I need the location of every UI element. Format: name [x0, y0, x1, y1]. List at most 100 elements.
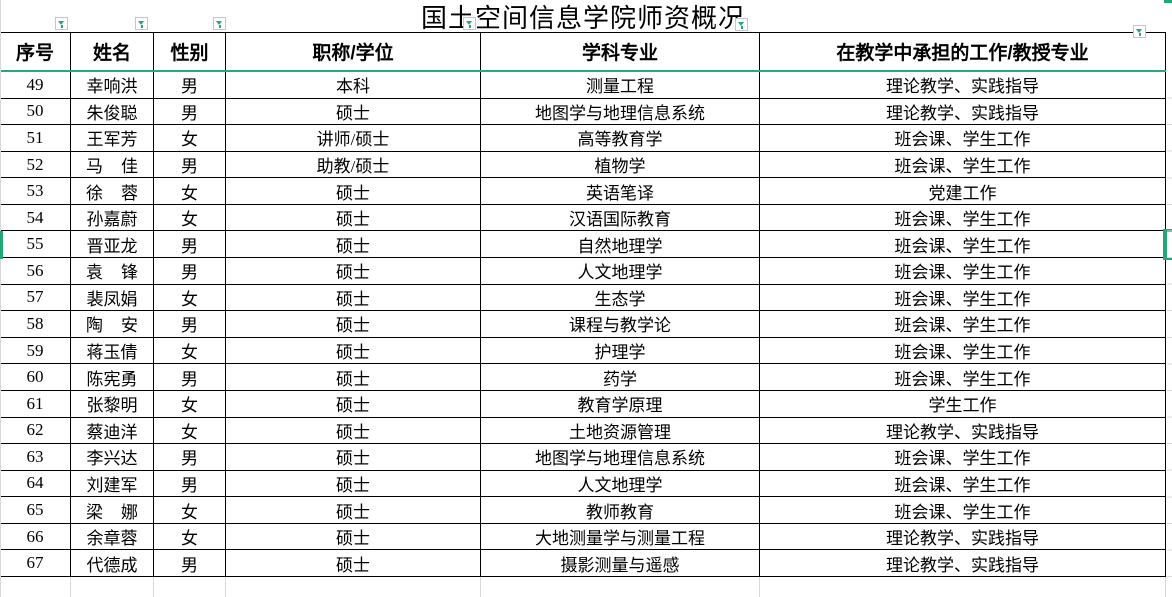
cell-gender[interactable]: 男: [154, 444, 226, 470]
cell-name[interactable]: 李兴达: [71, 444, 154, 470]
cell-gender[interactable]: 女: [154, 497, 226, 523]
cell-degree[interactable]: 硕士: [226, 523, 481, 550]
cell-degree[interactable]: 硕士: [226, 258, 481, 284]
cell-gender[interactable]: 男: [154, 72, 226, 98]
column-header[interactable]: 学科专业: [481, 33, 760, 70]
cell-degree[interactable]: 硕士: [226, 364, 481, 390]
cell-work[interactable]: 班会课、学生工作: [760, 151, 1166, 178]
cell-degree[interactable]: 硕士: [226, 311, 481, 337]
cell-no[interactable]: 51: [0, 125, 71, 151]
cell-no[interactable]: 53: [0, 178, 71, 204]
cell-name[interactable]: 刘建军: [71, 470, 154, 497]
cell-major[interactable]: 土地资源管理: [481, 417, 760, 444]
cell-degree[interactable]: 讲师/硕士: [226, 125, 481, 151]
cell-major[interactable]: 地图学与地理信息系统: [481, 444, 760, 470]
cell-gender[interactable]: 女: [154, 125, 226, 151]
cell-work[interactable]: 理论教学、实践指导: [760, 98, 1166, 125]
cell-gender[interactable]: 女: [154, 417, 226, 444]
cell-name[interactable]: 蒋玉倩: [71, 337, 154, 364]
filter-dropdown-icon[interactable]: [135, 17, 148, 30]
cell-major[interactable]: 测量工程: [481, 72, 760, 98]
cell-degree[interactable]: 硕士: [226, 470, 481, 497]
cell-major[interactable]: 地图学与地理信息系统: [481, 98, 760, 125]
cell-gender[interactable]: 男: [154, 311, 226, 337]
filter-dropdown-icon[interactable]: [463, 17, 476, 30]
cell-degree[interactable]: 硕士: [226, 550, 481, 576]
cell-no[interactable]: 60: [0, 364, 71, 390]
empty-cell[interactable]: [226, 576, 481, 597]
filter-dropdown-icon[interactable]: [735, 18, 748, 31]
cell-no[interactable]: 67: [0, 550, 71, 576]
cell-gender[interactable]: 男: [154, 550, 226, 576]
cell-degree[interactable]: 本科: [226, 72, 481, 98]
cell-no[interactable]: 63: [0, 444, 71, 470]
column-header[interactable]: 在教学中承担的工作/教授专业: [760, 33, 1166, 70]
cell-gender[interactable]: 女: [154, 178, 226, 204]
cell-no[interactable]: 58: [0, 311, 71, 337]
column-header[interactable]: 姓名: [71, 33, 154, 70]
cell-major[interactable]: 汉语国际教育: [481, 204, 760, 231]
cell-name[interactable]: 朱俊聪: [71, 98, 154, 125]
cell-degree[interactable]: 硕士: [226, 231, 481, 258]
cell-degree[interactable]: 硕士: [226, 98, 481, 125]
cell-work[interactable]: 班会课、学生工作: [760, 497, 1166, 523]
empty-cell[interactable]: [154, 576, 226, 597]
filter-dropdown-icon[interactable]: [55, 17, 68, 30]
cell-work[interactable]: 理论教学、实践指导: [760, 72, 1166, 98]
cell-name[interactable]: 代德成: [71, 550, 154, 576]
cell-name[interactable]: 袁锋: [71, 258, 154, 284]
cell-degree[interactable]: 助教/硕士: [226, 151, 481, 178]
cell-major[interactable]: 药学: [481, 364, 760, 390]
cell-gender[interactable]: 男: [154, 98, 226, 125]
cell-work[interactable]: 班会课、学生工作: [760, 125, 1166, 151]
cell-no[interactable]: 50: [0, 98, 71, 125]
cell-major[interactable]: 植物学: [481, 151, 760, 178]
column-header[interactable]: 性别: [154, 33, 226, 70]
cell-name[interactable]: 徐蓉: [71, 178, 154, 204]
cell-major[interactable]: 护理学: [481, 337, 760, 364]
cell-work[interactable]: 班会课、学生工作: [760, 444, 1166, 470]
filter-dropdown-icon[interactable]: [213, 17, 226, 30]
cell-gender[interactable]: 男: [154, 470, 226, 497]
cell-work[interactable]: 班会课、学生工作: [760, 337, 1166, 364]
cell-degree[interactable]: 硕士: [226, 497, 481, 523]
cell-work[interactable]: 班会课、学生工作: [760, 470, 1166, 497]
cell-degree[interactable]: 硕士: [226, 204, 481, 231]
cell-major[interactable]: 生态学: [481, 284, 760, 311]
cell-no[interactable]: 59: [0, 337, 71, 364]
empty-cell[interactable]: [0, 576, 71, 597]
cell-degree[interactable]: 硕士: [226, 417, 481, 444]
cell-major[interactable]: 自然地理学: [481, 231, 760, 258]
cell-no[interactable]: 65: [0, 497, 71, 523]
column-header[interactable]: 序号: [0, 33, 71, 70]
cell-no[interactable]: 66: [0, 523, 71, 550]
cell-degree[interactable]: 硕士: [226, 444, 481, 470]
empty-cell[interactable]: [71, 576, 154, 597]
cell-name[interactable]: 晋亚龙: [71, 231, 154, 258]
cell-gender[interactable]: 女: [154, 204, 226, 231]
cell-major[interactable]: 高等教育学: [481, 125, 760, 151]
cell-degree[interactable]: 硕士: [226, 284, 481, 311]
cell-gender[interactable]: 女: [154, 337, 226, 364]
cell-name[interactable]: 梁娜: [71, 497, 154, 523]
cell-work[interactable]: 党建工作: [760, 178, 1166, 204]
cell-gender[interactable]: 男: [154, 231, 226, 258]
cell-name[interactable]: 张黎明: [71, 390, 154, 417]
cell-work[interactable]: 理论教学、实践指导: [760, 550, 1166, 576]
cell-name[interactable]: 陶安: [71, 311, 154, 337]
empty-cell[interactable]: [481, 576, 760, 597]
cell-work[interactable]: 班会课、学生工作: [760, 311, 1166, 337]
cell-work[interactable]: 班会课、学生工作: [760, 204, 1166, 231]
cell-work[interactable]: 班会课、学生工作: [760, 284, 1166, 311]
cell-major[interactable]: 课程与教学论: [481, 311, 760, 337]
cell-major[interactable]: 教师教育: [481, 497, 760, 523]
cell-work[interactable]: 理论教学、实践指导: [760, 523, 1166, 550]
cell-name[interactable]: 王军芳: [71, 125, 154, 151]
column-header[interactable]: 职称/学位: [226, 33, 481, 70]
cell-name[interactable]: 余章蓉: [71, 523, 154, 550]
cell-no[interactable]: 52: [0, 151, 71, 178]
cell-gender[interactable]: 男: [154, 151, 226, 178]
cell-name[interactable]: 幸响洪: [71, 72, 154, 98]
cell-no[interactable]: 62: [0, 417, 71, 444]
cell-no[interactable]: 56: [0, 258, 71, 284]
